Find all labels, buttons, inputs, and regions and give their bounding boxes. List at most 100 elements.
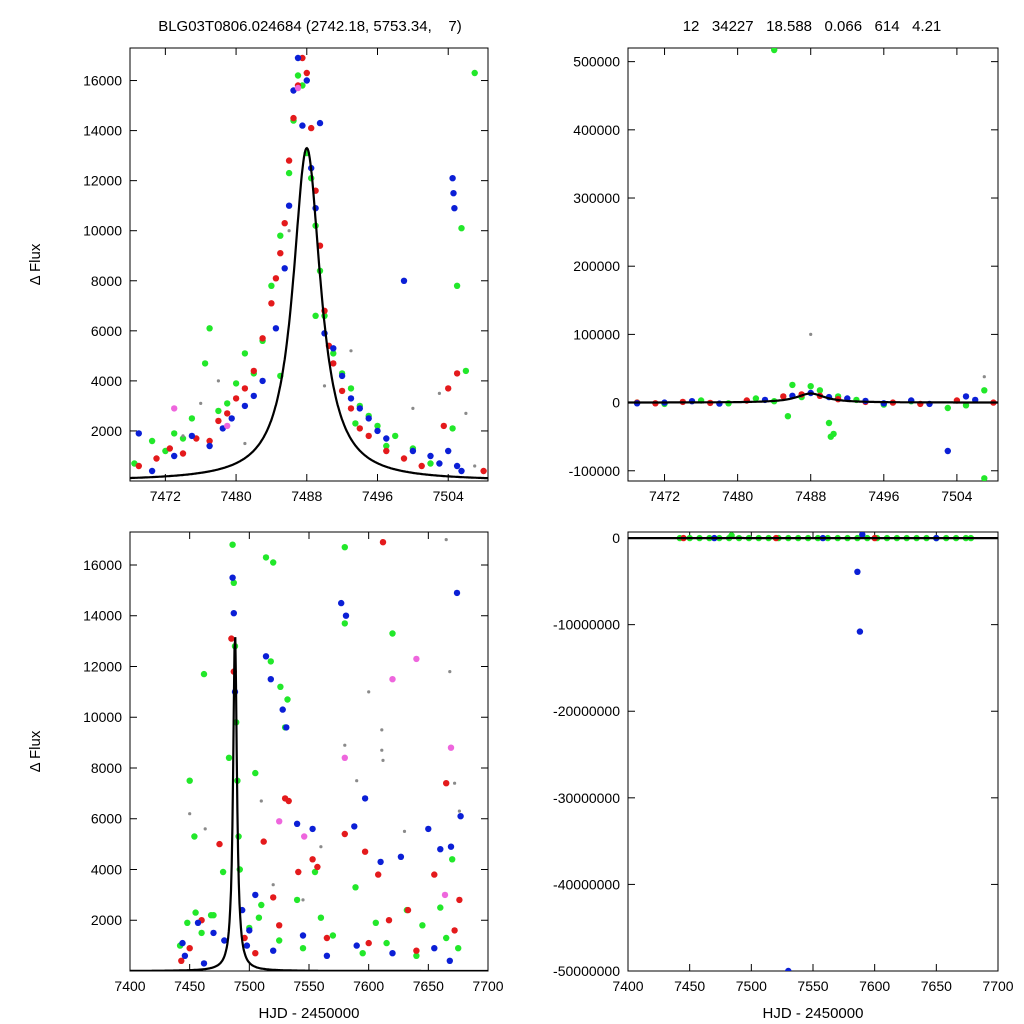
data-point-gray: [473, 464, 477, 468]
data-point-gray: [355, 779, 359, 783]
data-point-blue: [188, 432, 196, 440]
data-point-gray: [271, 883, 275, 887]
data-point-gray: [203, 827, 207, 831]
data-point-red: [361, 848, 369, 855]
data-point-green: [389, 630, 396, 637]
data-points: [676, 532, 975, 971]
data-point-red: [285, 797, 292, 805]
data-point-gray: [259, 799, 263, 803]
y-tick-label: -50000000: [553, 963, 620, 979]
x-tick-label: 7550: [293, 978, 324, 994]
data-point-green: [981, 475, 988, 481]
data-point-green: [188, 415, 196, 422]
data-point-red: [135, 462, 142, 470]
data-point-gray: [301, 898, 305, 902]
data-point-blue: [179, 939, 186, 947]
panel-bottom-left: 7400 7450 7500 7550 7600 7650 7700 2000 4000 6000…: [27, 531, 504, 1022]
data-point-blue: [299, 932, 307, 939]
data-point-green: [341, 544, 348, 551]
data-point-blue: [785, 967, 792, 971]
data-point-gray: [380, 748, 384, 752]
data-point-green: [219, 868, 227, 876]
data-point-green: [981, 387, 988, 394]
data-point-red: [270, 894, 277, 901]
y-tick-label: 10000: [83, 223, 122, 239]
data-point-red: [347, 405, 355, 412]
data-point-blue: [353, 942, 360, 949]
data-point-gray: [457, 809, 461, 813]
data-point-blue: [262, 653, 270, 660]
data-point-gray: [181, 434, 185, 438]
data-point-gray: [381, 758, 385, 763]
data-point-blue: [285, 202, 293, 209]
y-tick-label: 2000: [91, 423, 122, 439]
data-point-red: [277, 250, 284, 257]
data-point-gray: [349, 349, 353, 353]
data-point-red: [413, 947, 420, 954]
data-point-blue: [171, 452, 178, 460]
data-point-gray: [367, 690, 371, 694]
y-tick-label: 8000: [91, 273, 122, 289]
data-point-green: [224, 400, 231, 407]
y-tick-label: 16000: [83, 557, 122, 573]
data-point-green: [215, 407, 222, 415]
data-point-red: [299, 54, 306, 62]
data-point-red: [443, 780, 450, 787]
data-point-blue: [338, 599, 345, 607]
data-point-red: [445, 385, 452, 392]
data-point-blue: [252, 891, 259, 899]
data-point-blue: [859, 532, 866, 538]
data-point-blue: [330, 345, 337, 352]
x-tick-label: 7400: [114, 978, 145, 994]
data-point-green: [455, 945, 462, 952]
data-point-blue: [447, 843, 455, 850]
x-tick-label: 7504: [433, 488, 464, 504]
data-point-blue: [453, 589, 461, 597]
data-point-red: [431, 871, 438, 878]
data-point-green: [262, 554, 270, 561]
data-point-green: [392, 432, 399, 440]
y-tick-label: 6000: [91, 323, 122, 339]
data-point-gray: [319, 845, 323, 849]
data-points: [131, 54, 487, 475]
data-point-gray: [809, 332, 813, 336]
data-point-green: [807, 383, 814, 390]
data-point-green: [285, 169, 293, 177]
data-point-green: [449, 856, 456, 863]
data-point-green: [437, 904, 444, 911]
data-point-blue: [206, 442, 213, 450]
data-point-blue: [425, 825, 432, 833]
model-curve: [628, 392, 998, 404]
plot-frame: [129, 531, 489, 972]
data-point-blue: [361, 795, 369, 802]
data-point-red: [260, 838, 267, 845]
x-tick-label: 7550: [797, 978, 828, 994]
x-tick-label: 7450: [174, 978, 205, 994]
panel-bottom-right: 7400 7450 7500 7550 7600 7650 7700 -50000000 -40…: [553, 530, 1014, 1022]
data-point-green: [825, 419, 833, 427]
data-point-red: [259, 335, 266, 342]
data-point-green: [347, 385, 355, 392]
data-point-gray: [322, 384, 327, 388]
data-point-red: [252, 950, 259, 957]
data-point-blue: [259, 377, 266, 385]
data-point-green: [372, 919, 379, 926]
x-tick-label: 7700: [982, 978, 1013, 994]
data-point-blue: [427, 452, 434, 460]
data-point-green: [784, 413, 792, 420]
y-tick-label: 14000: [83, 608, 122, 624]
y-tick-label: 200000: [573, 258, 620, 274]
x-tick-label: 7480: [722, 488, 753, 504]
data-point-red: [309, 856, 316, 863]
data-point-green: [299, 945, 307, 952]
data-point-green: [148, 437, 156, 445]
x-axis-label: HJD - 2450000: [259, 1005, 360, 1022]
data-point-blue: [451, 205, 458, 212]
data-point-red: [330, 360, 337, 367]
data-point-blue: [446, 957, 453, 964]
data-point-gray: [453, 781, 457, 785]
data-point-blue: [323, 952, 331, 959]
data-point-magenta: [447, 744, 455, 751]
data-point-green: [383, 939, 390, 947]
data-point-green: [341, 620, 348, 627]
